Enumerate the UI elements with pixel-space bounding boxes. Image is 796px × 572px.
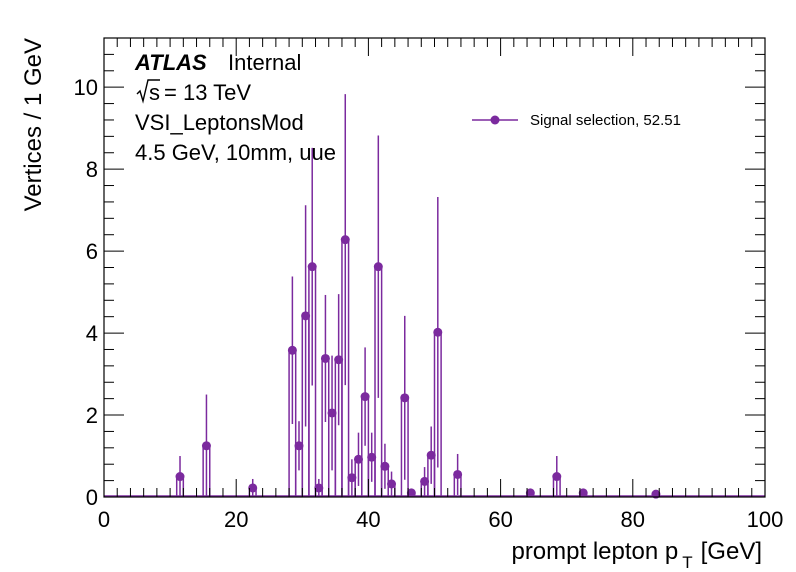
selection-label: VSI_LeptonsMod (135, 110, 304, 135)
point-marker (367, 452, 377, 462)
y-tick-label: 8 (86, 157, 98, 182)
point-marker (525, 488, 535, 498)
point-marker (201, 441, 211, 451)
point-marker (433, 327, 443, 337)
point-marker (347, 473, 357, 483)
y-tick-label: 2 (86, 403, 98, 428)
point-marker (287, 345, 297, 355)
y-tick-label: 0 (86, 485, 98, 510)
data-point (373, 135, 383, 497)
data-point (433, 197, 443, 497)
sqrt-s-label: s (149, 80, 160, 105)
atlas-label: ATLAS (134, 50, 207, 75)
point-marker (307, 262, 317, 272)
x-tick-label: 20 (224, 507, 248, 532)
point-marker (327, 408, 337, 418)
point-marker (651, 489, 661, 499)
point-marker (453, 469, 463, 479)
x-axis-title-main: prompt lepton p (511, 538, 678, 565)
point-marker (320, 353, 330, 363)
y-axis-title: Vertices / 1 GeV (20, 38, 47, 211)
legend-entry-label: Signal selection, 52.51 (530, 112, 681, 129)
point-marker (360, 392, 370, 402)
data-point (307, 147, 317, 497)
sample-label: 4.5 GeV, 10mm, uue (135, 140, 336, 165)
point-marker (175, 472, 185, 482)
x-tick-label: 80 (621, 507, 645, 532)
x-tick-label: 40 (356, 507, 380, 532)
point-marker (380, 461, 390, 471)
point-marker (248, 483, 258, 493)
x-tick-label: 0 (98, 507, 110, 532)
data-point (400, 315, 410, 497)
legend: Signal selection, 52.51 (472, 112, 681, 129)
legend-marker-icon (490, 115, 500, 125)
point-marker (340, 235, 350, 245)
y-axis-ticks: 0 2 4 6 8 10 (74, 37, 765, 510)
point-marker (406, 488, 416, 498)
point-marker (426, 450, 436, 460)
internal-label: Internal (228, 50, 301, 75)
y-tick-label: 6 (86, 239, 98, 264)
x-tick-label: 60 (488, 507, 512, 532)
point-marker (314, 483, 324, 493)
x-tick-label: 100 (747, 507, 784, 532)
sqrt-symbol (136, 79, 160, 104)
point-marker (353, 454, 363, 464)
point-marker (552, 472, 562, 482)
point-marker (400, 393, 410, 403)
point-marker (334, 355, 344, 365)
energy-label: = 13 TeV (164, 80, 251, 105)
point-marker (420, 476, 430, 486)
data-point (340, 94, 350, 497)
point-marker (373, 262, 383, 272)
x-axis-title: prompt lepton p T [GeV] (511, 538, 762, 572)
x-axis-ticks: 0 20 40 60 80 100 (98, 38, 783, 532)
x-axis-title-unit: [GeV] (701, 538, 762, 565)
y-tick-label: 10 (74, 75, 98, 100)
data-point (287, 276, 297, 497)
data-point (453, 453, 463, 497)
x-axis-title-sub: T (682, 553, 692, 572)
point-marker (301, 311, 311, 321)
point-marker (387, 479, 397, 489)
y-tick-label: 4 (86, 321, 98, 346)
point-marker (294, 441, 304, 451)
point-marker (578, 488, 588, 498)
